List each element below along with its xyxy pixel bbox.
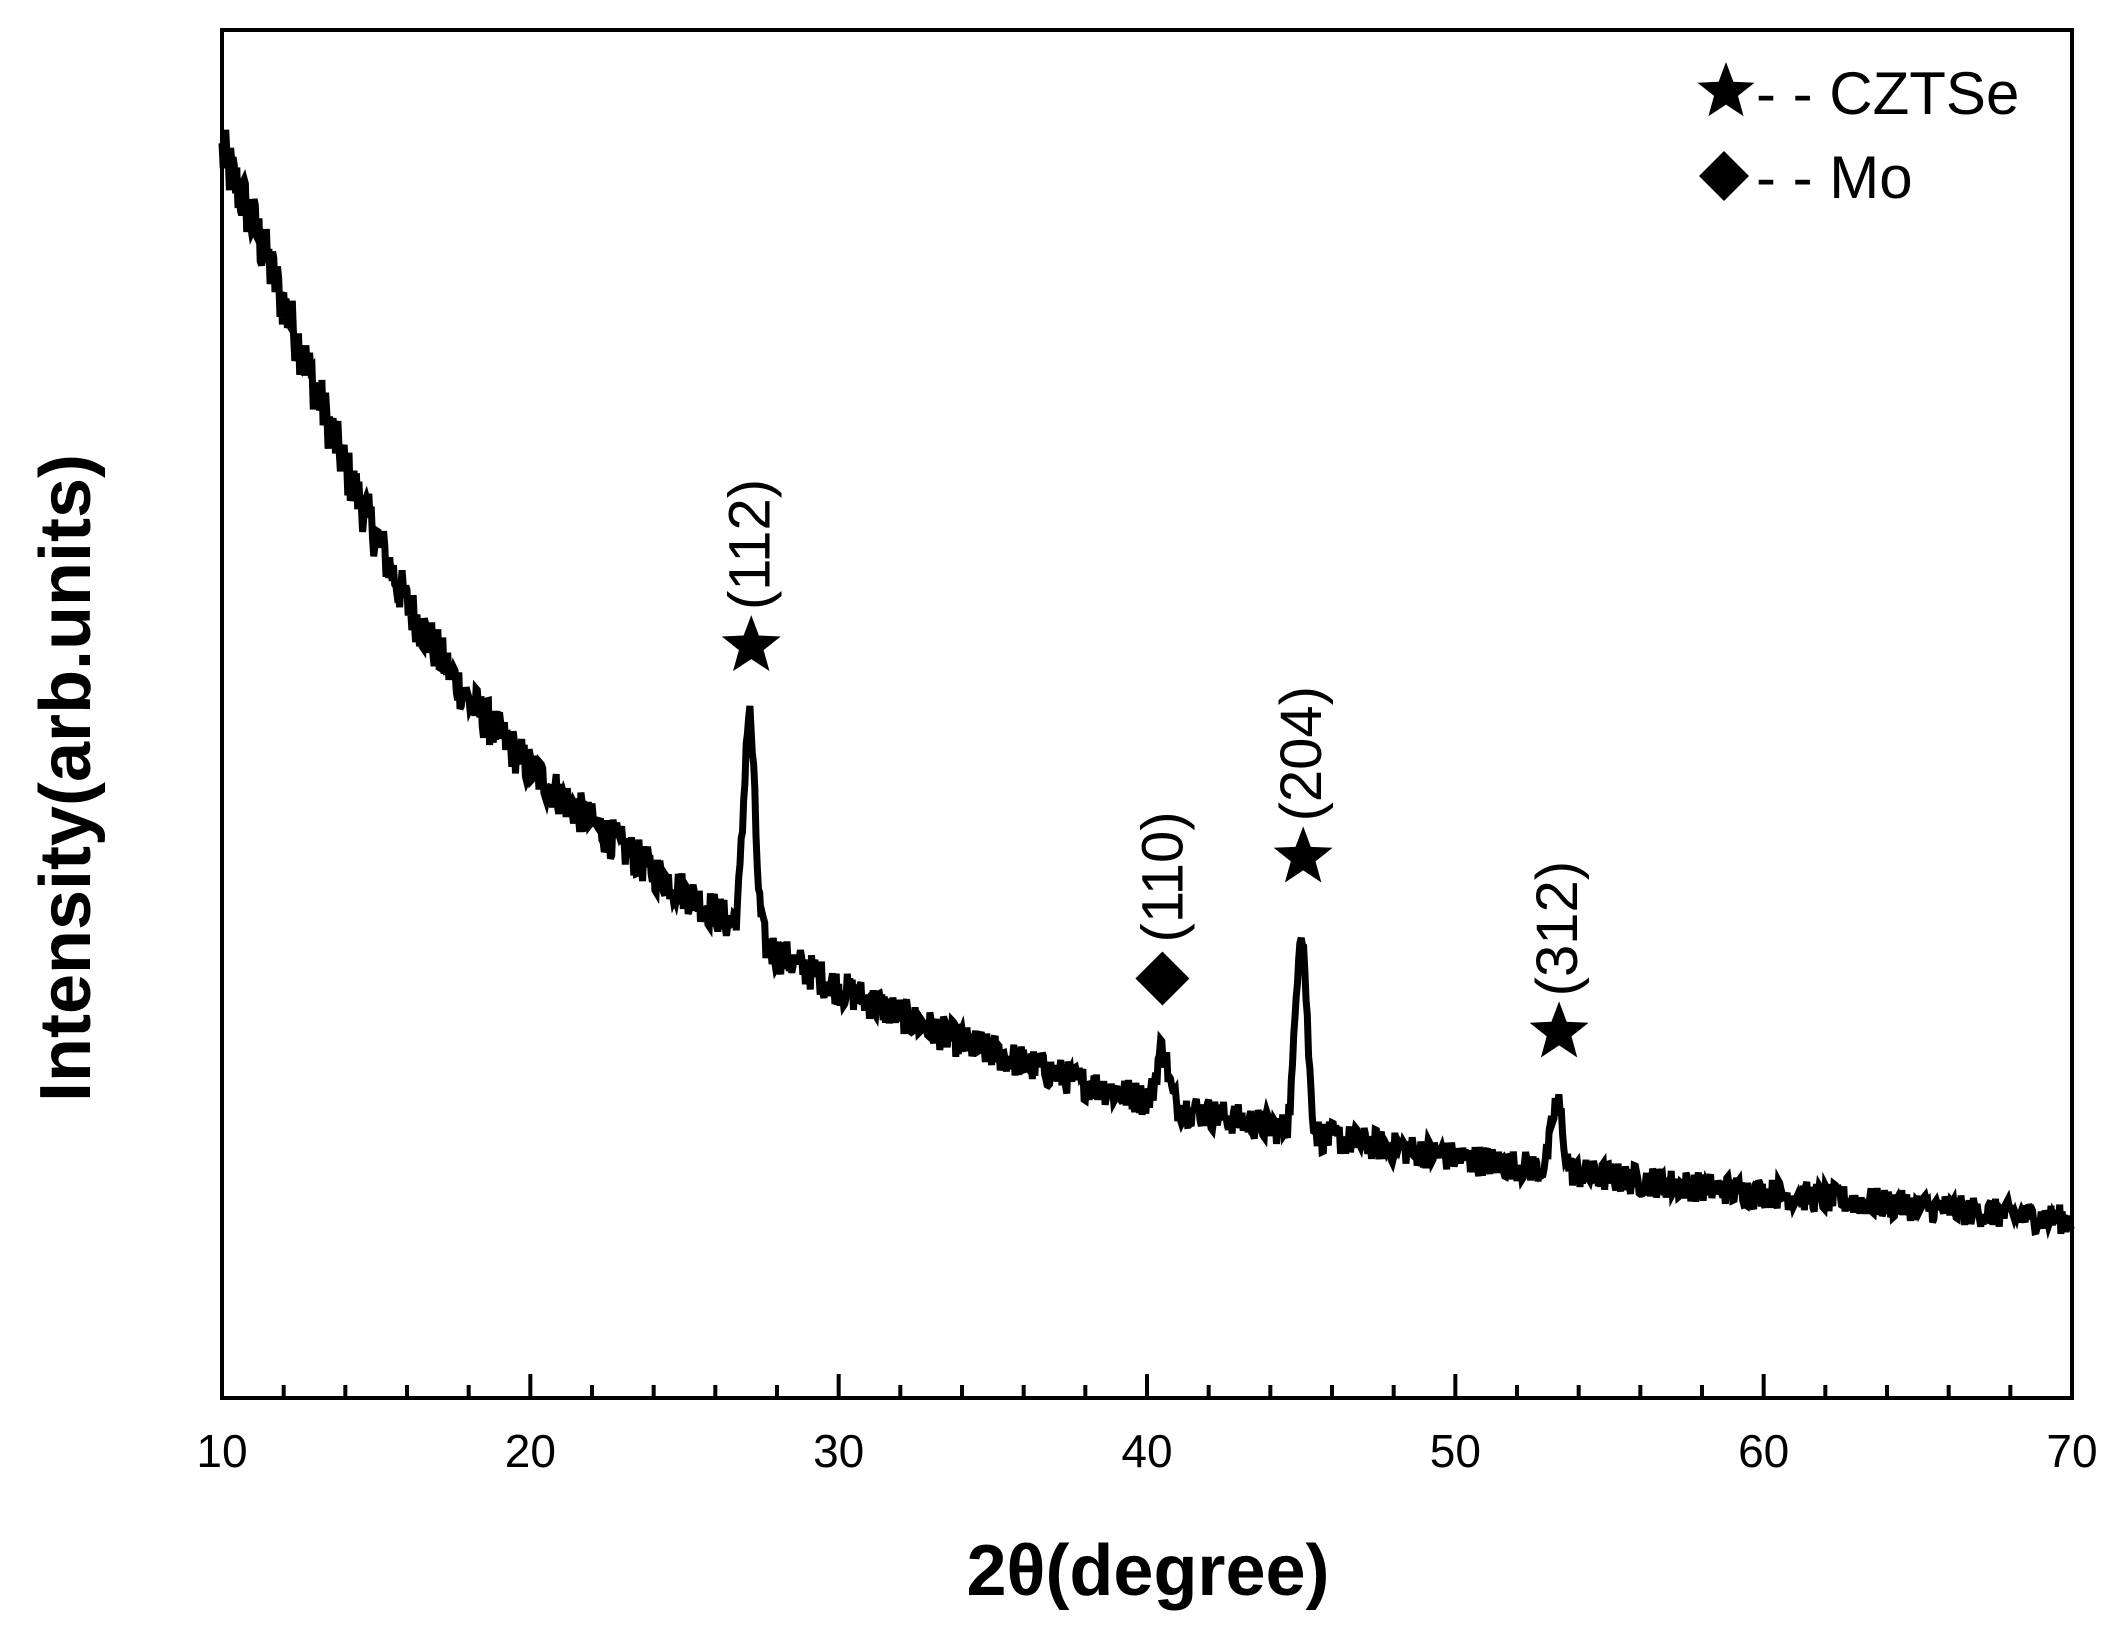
- x-tick-label: 30: [813, 1425, 864, 1477]
- x-tick-label: 50: [1430, 1425, 1481, 1477]
- peak-annotation: (112): [717, 479, 782, 672]
- legend: - - CZTSe - - Mo: [1697, 60, 2019, 211]
- x-tick-label: 40: [1121, 1425, 1172, 1477]
- legend-entry: - - CZTSe: [1697, 60, 2019, 127]
- diamond-icon: [1135, 951, 1190, 1006]
- x-tick-label: 10: [196, 1425, 247, 1477]
- peak-hkl-label: (112): [717, 479, 782, 610]
- peak-annotation: (204): [1269, 686, 1334, 883]
- peak-annotations: (112) (110) (204) (312): [717, 479, 1590, 1058]
- legend-entry: - - Mo: [1699, 144, 1913, 211]
- x-tick-label: 70: [2046, 1425, 2097, 1477]
- star-icon: [1273, 826, 1333, 883]
- axes: 10 20 30 40 50 60 70: [196, 28, 2098, 1477]
- x-tick-label: 20: [505, 1425, 556, 1477]
- legend-label: - - Mo: [1756, 144, 1913, 211]
- peak-annotation: (312): [1525, 861, 1590, 1058]
- xrd-trace: [218, 129, 2075, 1240]
- star-icon: [721, 615, 781, 672]
- x-axis-title: 2θ(degree): [966, 1531, 1329, 1611]
- peak-hkl-label: (204): [1269, 686, 1334, 821]
- star-icon: [1529, 1001, 1589, 1058]
- diamond-icon: [1699, 151, 1749, 201]
- star-icon: [1697, 62, 1755, 117]
- plot-area: [218, 129, 2075, 1240]
- peak-annotation: (110): [1130, 811, 1195, 1006]
- legend-label: - - CZTSe: [1756, 60, 2019, 127]
- x-tick-label: 60: [1738, 1425, 1789, 1477]
- y-axis-title: Intensity(arb.units): [26, 454, 106, 1102]
- peak-hkl-label: (110): [1130, 811, 1195, 942]
- peak-hkl-label: (312): [1525, 861, 1590, 996]
